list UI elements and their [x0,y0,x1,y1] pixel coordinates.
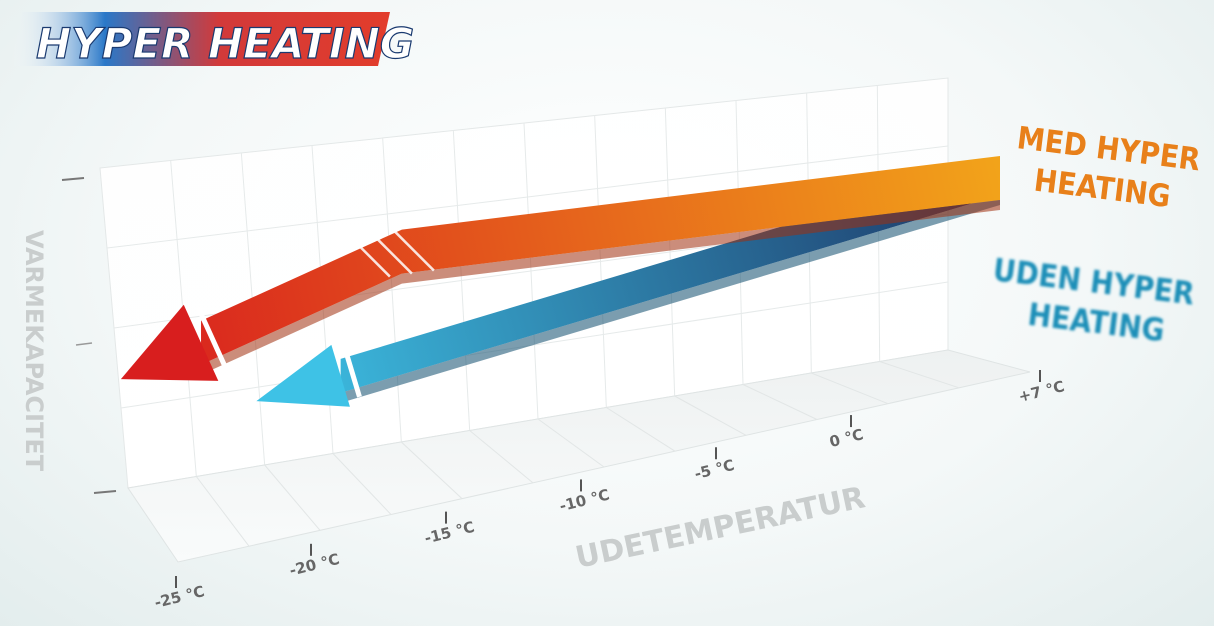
floor-grid-line [811,372,889,405]
legend-uden-line1: UDEN HYPER [991,252,1196,312]
series-ribbon-edge [201,200,1000,375]
floor-grid-line [400,441,463,500]
x-axis: -25 °C -20 °C -15 °C -10 °C -5 °C 0 °C +7 °C [153,370,1067,612]
x-tick-label: 0 °C [828,425,866,451]
floor-grid-line [674,395,747,436]
x-axis-title: UDETEMPERATUR [572,480,868,576]
series-knee-stripe [348,235,391,278]
y-axis-title: VARMEKAPACITET [20,230,48,472]
x-tick-label: -5 °C [693,456,737,483]
x-tick-label: -20 °C [288,550,342,580]
series-ribbon-edge [340,195,1000,403]
legend: MED HYPER HEATING UDEN HYPER HEATING [986,120,1212,353]
floor-grid-line [606,407,676,452]
series-separator [196,306,228,369]
series-arrowhead [120,304,219,381]
logo-banner [10,12,390,66]
y-tick-mid [75,342,93,346]
x-tick-label: +7 °C [1017,377,1067,406]
series-knee-stripe [392,229,435,272]
logo-text: HYPER HEATING [36,19,414,68]
wall-grid-hline [120,281,949,409]
y-tick-top [61,177,85,181]
floor-grid-line [469,430,534,484]
series-arrowhead [256,344,350,407]
floor-grid-line [195,476,250,547]
series-ribbon [201,156,1000,365]
floor-grid-line [537,418,605,468]
series-knee-stripe [370,232,413,275]
y-axis: VARMEKAPACITET [20,177,117,494]
floor-grid-line [742,384,818,420]
legend-uden: UDEN HYPER HEATING [986,252,1206,353]
y-tick-bottom [93,490,117,494]
floor-grid-line [264,464,321,531]
floor-grid [195,361,960,547]
x-tick-label: -15 °C [423,518,477,548]
x-tick-label: -10 °C [558,486,612,516]
series-separator [342,347,362,398]
floor-grid-line [879,361,960,389]
wall-grid-hline [106,145,949,249]
hyper-heating-logo: HYPER HEATING [10,12,415,69]
legend-med: MED HYPER HEATING [1010,120,1212,219]
x-tick-label: -25 °C [153,582,207,612]
series-med-hyper-heating [120,156,1000,381]
floor-grid-line [332,453,392,515]
